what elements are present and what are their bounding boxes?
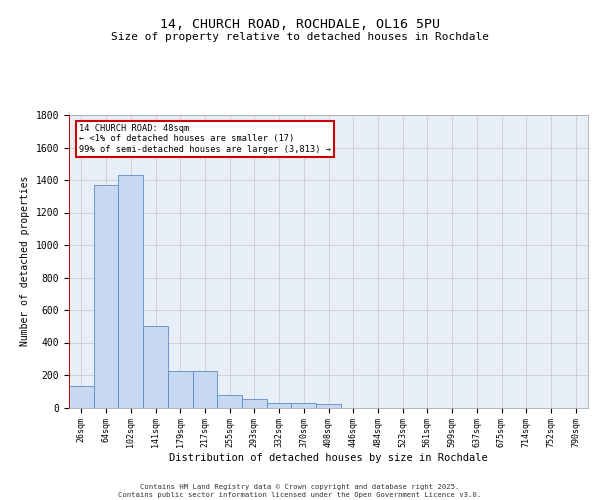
Y-axis label: Number of detached properties: Number of detached properties (20, 176, 30, 346)
Bar (242, 400, 267, 407)
X-axis label: Distribution of detached houses by size in Rochdale: Distribution of detached houses by size … (169, 453, 488, 463)
Bar (292, 403, 316, 407)
Bar (69, 386, 94, 407)
Text: 14 CHURCH ROAD: 48sqm
← <1% of detached houses are smaller (17)
99% of semi-deta: 14 CHURCH ROAD: 48sqm ← <1% of detached … (79, 124, 331, 154)
Text: Size of property relative to detached houses in Rochdale: Size of property relative to detached ho… (111, 32, 489, 42)
Bar (267, 403, 292, 407)
Bar (168, 371, 193, 408)
Bar (316, 404, 341, 407)
Bar (193, 371, 217, 408)
Text: 14, CHURCH ROAD, ROCHDALE, OL16 5PU: 14, CHURCH ROAD, ROCHDALE, OL16 5PU (160, 18, 440, 30)
Bar (217, 394, 242, 407)
Bar (118, 175, 143, 408)
Text: Contains HM Land Registry data © Crown copyright and database right 2025.
Contai: Contains HM Land Registry data © Crown c… (118, 484, 482, 498)
Bar (94, 185, 118, 408)
Bar (143, 326, 168, 407)
